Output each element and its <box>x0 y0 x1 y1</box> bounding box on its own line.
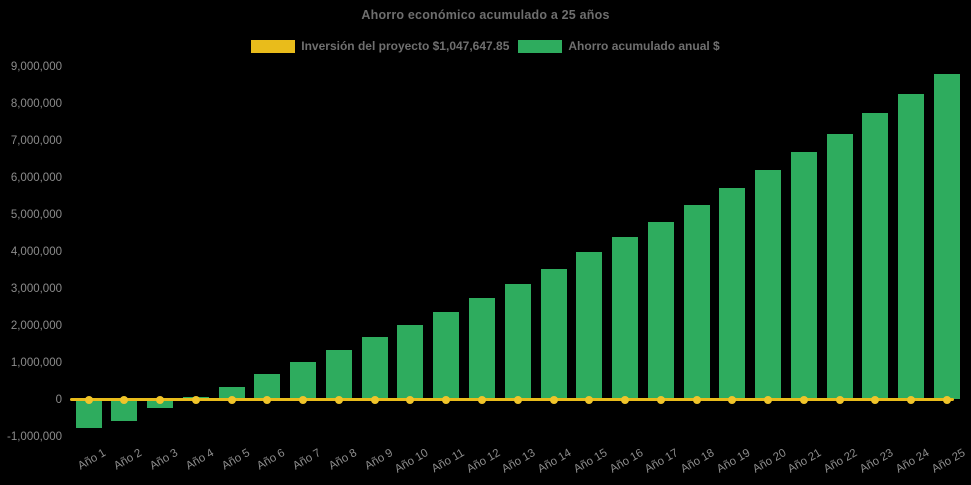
bar-ano-5 <box>218 386 245 400</box>
bar-ano-7 <box>290 362 317 400</box>
bar-ano-9 <box>361 336 388 400</box>
investment-line <box>70 398 954 401</box>
investment-line-marker <box>549 395 558 404</box>
investment-line-marker <box>191 395 200 404</box>
y-tick-label: 6,000,000 <box>10 171 62 184</box>
investment-line-marker <box>477 395 486 404</box>
investment-line-marker <box>871 395 880 404</box>
x-tick-label: Año 25 <box>929 447 967 476</box>
x-tick-label: Año 24 <box>893 447 932 476</box>
investment-line-marker <box>835 395 844 404</box>
bar-ano-11 <box>433 311 460 400</box>
x-tick-label: Año 11 <box>429 447 467 476</box>
y-tick-label: 5,000,000 <box>10 208 62 221</box>
y-tick-label: 0 <box>55 393 62 406</box>
bar-ano-17 <box>647 221 674 400</box>
bar-ano-25 <box>933 73 960 400</box>
investment-line-marker <box>942 395 951 404</box>
x-tick-label: Año 2 <box>112 447 145 473</box>
investment-line-marker <box>692 395 701 404</box>
legend-label-investment: Inversión del proyecto $1,047,647.85 <box>301 39 510 53</box>
x-tick-label: Año 6 <box>255 447 288 473</box>
x-tick-label: Año 16 <box>607 447 646 476</box>
legend-label-savings: Ahorro acumulado anual $ <box>568 39 720 53</box>
investment-line-marker <box>907 395 916 404</box>
y-tick-label: 1,000,000 <box>10 356 62 369</box>
y-tick-label: 2,000,000 <box>10 319 62 332</box>
bar-ano-24 <box>898 94 925 400</box>
legend: Inversión del proyecto $1,047,647.85 Aho… <box>0 39 971 53</box>
bar-ano-15 <box>576 252 603 400</box>
investment-line-marker <box>799 395 808 404</box>
bar-ano-18 <box>683 204 710 400</box>
investment-line-marker <box>84 395 93 404</box>
investment-line-marker <box>585 395 594 404</box>
bar-ano-14 <box>540 268 567 400</box>
x-tick-label: Año 18 <box>679 447 717 476</box>
bar-ano-16 <box>612 237 639 400</box>
investment-swatch-icon <box>251 39 296 53</box>
x-tick-label: Año 22 <box>822 447 860 476</box>
investment-line-marker <box>299 395 308 404</box>
bar-ano-23 <box>862 113 889 400</box>
bar-ano-20 <box>755 170 782 400</box>
x-tick-label: Año 1 <box>76 447 109 473</box>
y-tick-label: 8,000,000 <box>10 97 62 110</box>
x-tick-label: Año 15 <box>571 447 610 476</box>
investment-line-marker <box>406 395 415 404</box>
investment-line-marker <box>227 395 236 404</box>
savings-swatch-icon <box>518 39 563 53</box>
x-tick-label: Año 9 <box>362 447 395 473</box>
x-tick-label: Año 4 <box>183 447 216 473</box>
y-tick-label: 4,000,000 <box>10 245 62 258</box>
x-tick-label: Año 13 <box>500 447 538 476</box>
x-tick-label: Año 12 <box>464 447 502 476</box>
bar-ano-12 <box>468 297 495 400</box>
x-tick-label: Año 14 <box>535 447 574 476</box>
bar-ano-19 <box>719 187 746 400</box>
y-tick-label: 3,000,000 <box>10 282 62 295</box>
x-tick-label: Año 5 <box>219 447 252 473</box>
bar-ano-2 <box>111 399 138 421</box>
investment-line-marker <box>764 395 773 404</box>
x-tick-label: Año 7 <box>291 447 324 473</box>
y-tick-label: 7,000,000 <box>10 134 62 147</box>
legend-item-investment: Inversión del proyecto $1,047,647.85 <box>251 39 509 53</box>
x-tick-label: Año 23 <box>857 447 896 476</box>
x-tick-label: Año 17 <box>643 447 681 476</box>
investment-line-marker <box>156 395 165 404</box>
bar-ano-10 <box>397 325 424 400</box>
bar-ano-22 <box>826 133 853 400</box>
y-tick-label: -1,000,000 <box>7 430 62 443</box>
investment-line-marker <box>621 395 630 404</box>
x-tick-label: Año 21 <box>786 447 824 476</box>
x-tick-label: Año 19 <box>714 447 753 476</box>
bar-ano-21 <box>790 152 817 400</box>
bar-ano-1 <box>75 399 102 428</box>
investment-line-marker <box>513 395 522 404</box>
investment-line-marker <box>442 395 451 404</box>
bar-ano-3 <box>147 399 174 409</box>
investment-line-marker <box>263 395 272 404</box>
chart-title: Ahorro económico acumulado a 25 años <box>361 8 610 22</box>
x-tick-label: Año 3 <box>148 447 181 473</box>
legend-item-savings: Ahorro acumulado anual $ <box>518 39 720 53</box>
y-tick-label: 9,000,000 <box>10 60 62 73</box>
x-tick-label: Año 20 <box>750 447 789 476</box>
investment-line-marker <box>120 395 129 404</box>
bar-ano-8 <box>325 349 352 400</box>
investment-line-marker <box>370 395 379 404</box>
investment-line-marker <box>334 395 343 404</box>
x-tick-label: Año 10 <box>392 447 431 476</box>
x-tick-label: Año 8 <box>326 447 359 473</box>
bar-ano-6 <box>254 374 281 400</box>
investment-line-marker <box>656 395 665 404</box>
investment-line-marker <box>728 395 737 404</box>
bar-ano-13 <box>504 284 531 400</box>
